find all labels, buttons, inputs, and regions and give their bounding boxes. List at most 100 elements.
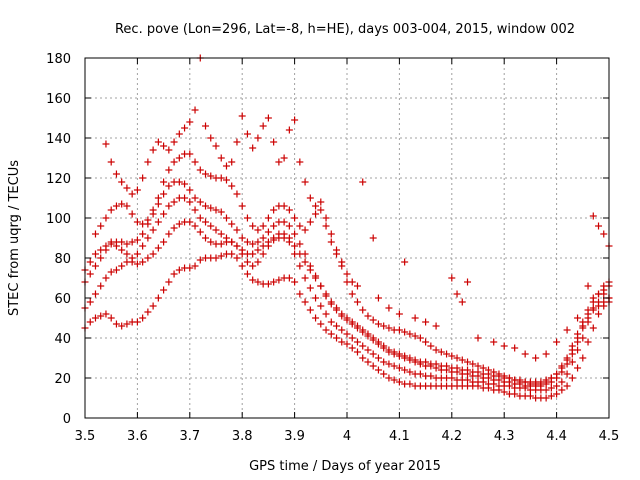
data-point: [270, 206, 278, 214]
data-point: [107, 206, 115, 214]
data-point: [395, 326, 403, 334]
data-point: [317, 320, 325, 328]
data-point: [553, 382, 561, 390]
data-point: [107, 238, 115, 246]
data-point: [584, 338, 592, 346]
data-point: [222, 234, 230, 242]
data-point: [380, 342, 388, 350]
data-point: [353, 298, 361, 306]
x-tick-label: 4.3: [494, 429, 515, 444]
x-tick-label: 4.4: [546, 429, 567, 444]
data-point: [280, 202, 288, 210]
data-point: [97, 282, 105, 290]
data-point: [490, 338, 498, 346]
data-point: [317, 282, 325, 290]
data-point: [395, 350, 403, 358]
data-point: [443, 362, 451, 370]
data-point: [348, 318, 356, 326]
data-point: [484, 370, 492, 378]
data-point: [133, 218, 141, 226]
data-point: [186, 118, 194, 126]
data-point: [526, 392, 534, 400]
data-point: [584, 282, 592, 290]
data-point: [296, 262, 304, 270]
x-tick-label: 3.5: [75, 429, 96, 444]
data-point: [259, 234, 267, 242]
data-point: [301, 226, 309, 234]
data-point: [212, 226, 220, 234]
data-point: [133, 186, 141, 194]
data-point: [558, 386, 566, 394]
data-point: [374, 294, 382, 302]
data-point: [542, 350, 550, 358]
data-point: [154, 218, 162, 226]
data-point: [170, 158, 178, 166]
data-point: [128, 254, 136, 262]
data-point: [202, 122, 210, 130]
data-point: [411, 356, 419, 364]
data-point: [249, 250, 257, 258]
data-point: [243, 258, 251, 266]
data-point: [464, 358, 472, 366]
data-point: [359, 342, 367, 350]
data-point: [322, 290, 330, 298]
data-point: [207, 134, 215, 142]
data-point: [579, 322, 587, 330]
data-point: [291, 214, 299, 222]
data-point: [139, 242, 147, 250]
data-point: [343, 314, 351, 322]
data-point: [338, 258, 346, 266]
data-point: [385, 324, 393, 332]
data-point: [107, 268, 115, 276]
data-point: [91, 230, 99, 238]
data-point: [547, 384, 555, 392]
data-point: [542, 376, 550, 384]
data-point: [123, 320, 131, 328]
data-point: [149, 302, 157, 310]
data-point: [589, 324, 597, 332]
data-point: [406, 330, 414, 338]
data-point: [589, 306, 597, 314]
data-point: [165, 166, 173, 174]
data-point: [458, 356, 466, 364]
data-point: [196, 256, 204, 264]
data-point: [395, 310, 403, 318]
data-point: [139, 220, 147, 228]
data-point: [301, 298, 309, 306]
data-point: [202, 218, 210, 226]
data-point: [160, 286, 168, 294]
data-point: [458, 298, 466, 306]
data-point: [558, 378, 566, 386]
data-point: [175, 154, 183, 162]
data-point: [285, 234, 293, 242]
data-point: [553, 338, 561, 346]
data-point: [249, 144, 257, 152]
data-point: [348, 278, 356, 286]
data-point: [464, 278, 472, 286]
data-point: [380, 322, 388, 330]
data-point: [133, 260, 141, 268]
data-point: [91, 314, 99, 322]
data-point: [228, 182, 236, 190]
data-point: [348, 334, 356, 342]
data-point: [280, 230, 288, 238]
data-point: [207, 222, 215, 230]
x-tick-label: 3.7: [179, 429, 200, 444]
data-point: [123, 240, 131, 248]
data-point: [86, 270, 94, 278]
data-point: [144, 254, 152, 262]
data-point: [270, 278, 278, 286]
data-point: [406, 368, 414, 376]
data-point: [390, 376, 398, 384]
data-point: [123, 202, 131, 210]
data-point: [165, 230, 173, 238]
data-point: [207, 172, 215, 180]
data-point: [254, 238, 262, 246]
data-point: [500, 388, 508, 396]
data-point: [390, 362, 398, 370]
data-point: [595, 310, 603, 318]
data-point: [233, 242, 241, 250]
data-point: [275, 158, 283, 166]
data-point: [196, 228, 204, 236]
data-point: [175, 178, 183, 186]
